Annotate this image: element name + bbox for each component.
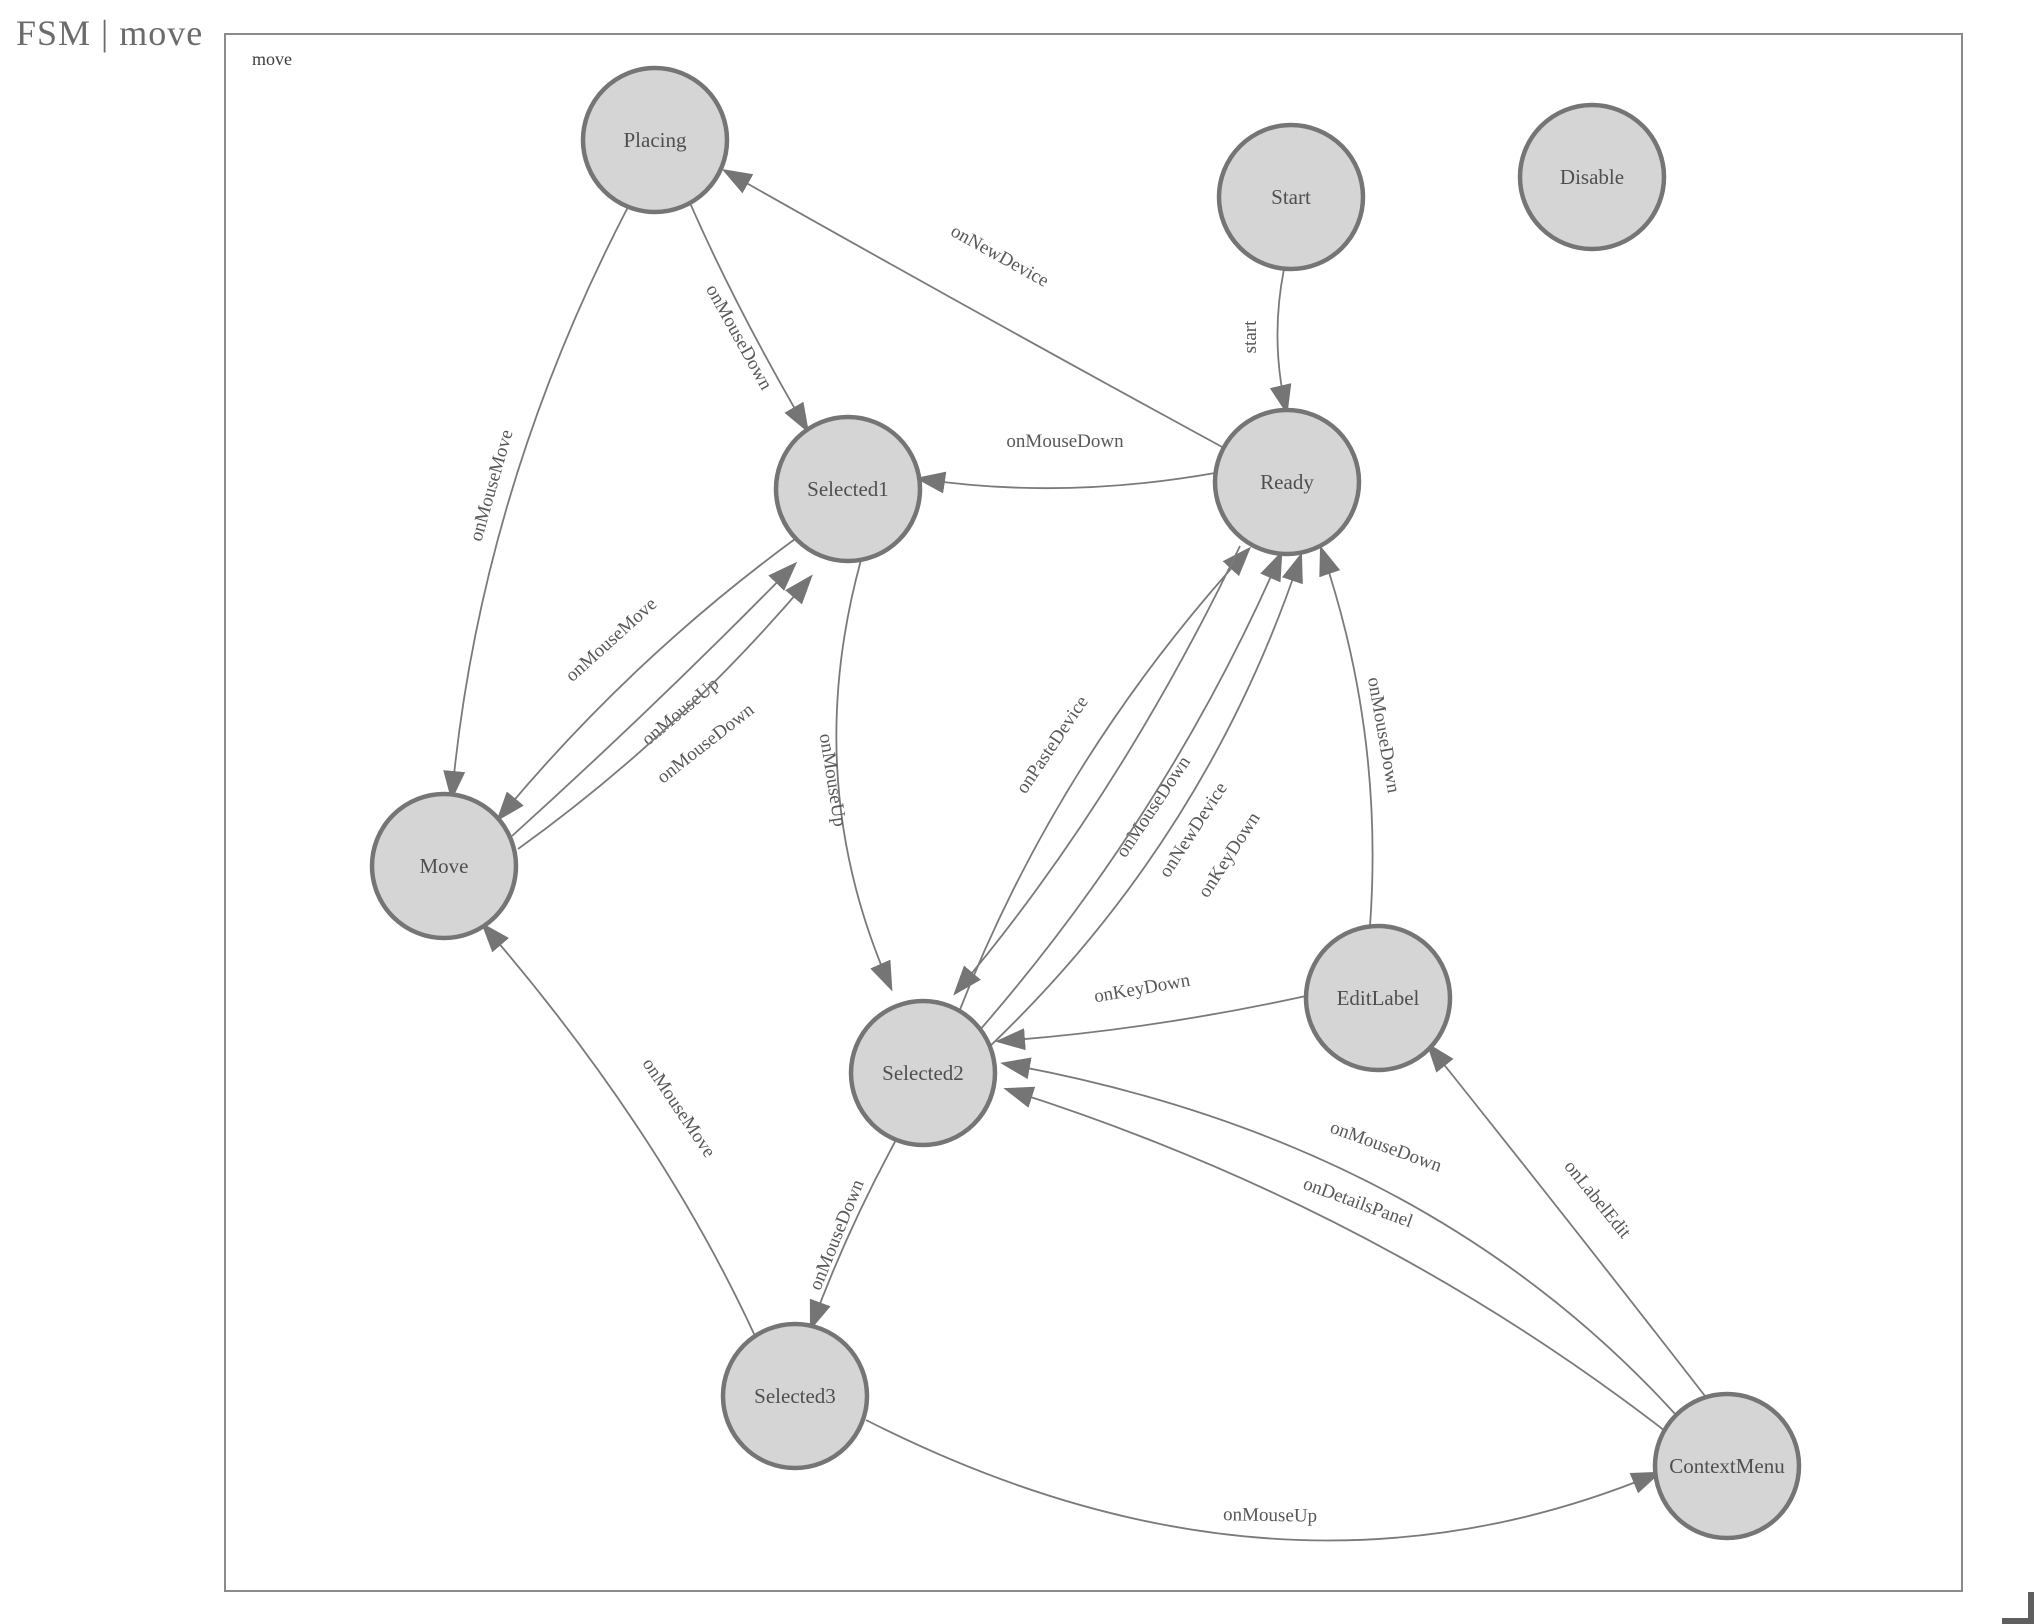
state-node-move[interactable] [369,791,519,941]
edge-ready-placing [721,169,1225,449]
edge-placing-selected1 [689,202,810,434]
state-node-placing[interactable] [580,65,730,215]
state-label-selected3: Selected3 [754,1384,836,1408]
edge-editLabel-selected2 [995,995,1307,1051]
edge-label-onMouseUp: onMouseUp [1223,1504,1317,1527]
canvas-mode-label: move [252,49,292,69]
edge-label-onMouseDown: onMouseDown [701,281,776,394]
state-node-disable[interactable] [1517,102,1667,252]
edge-start-ready [1269,268,1292,415]
edge-label-onMouseDown: onMouseDown [1327,1117,1445,1177]
state-node-start[interactable] [1216,122,1366,272]
state-node-ready[interactable] [1212,407,1362,557]
page-title: FSM | move [16,13,204,53]
edge-label-onNewDevice: onNewDevice [947,221,1052,292]
edge-label-onMouseDown: onMouseDown [1006,431,1124,452]
edge-label-onMouseMove: onMouseMove [466,427,518,543]
state-label-editLabel: EditLabel [1337,986,1420,1010]
edge-selected1-move [496,538,796,822]
edge-selected2-ready [978,550,1283,1032]
edge-contextMenu-selected2 [1000,1057,1677,1416]
edge-move-selected1 [511,561,798,837]
edge-contextMenu-selected2 [1003,1086,1666,1432]
state-node-selected1[interactable] [773,414,923,564]
edge-label-start: start [1240,320,1261,353]
edge-label-onMouseUp: onMouseUp [815,732,850,828]
edge-selected3-contextMenu [865,1419,1662,1542]
edge-ready-selected2 [953,545,1241,996]
state-node-selected3[interactable] [720,1321,870,1471]
edge-selected2-selected3 [809,1139,897,1331]
state-node-editLabel[interactable] [1303,923,1453,1073]
edge-label-onMouseDown: onMouseDown [805,1176,869,1293]
edge-selected2-ready [958,546,1252,1013]
state-node-selected2[interactable] [848,998,998,1148]
state-label-selected2: Selected2 [882,1061,964,1085]
edge-contextMenu-editLabel [1426,1042,1706,1397]
state-label-move: Move [420,854,469,878]
state-label-start: Start [1271,185,1311,209]
state-node-contextMenu[interactable] [1652,1391,1802,1541]
state-label-contextMenu: ContextMenu [1669,1454,1785,1478]
edge-label-onMouseMove: onMouseMove [562,594,662,687]
edge-label-onLabelEdit: onLabelEdit [1560,1156,1636,1243]
edge-editLabel-ready [1319,545,1374,927]
edge-label-onDetailsPanel: onDetailsPanel [1300,1173,1415,1232]
edge-label-onKeyDown: onKeyDown [1092,970,1192,1008]
state-label-placing: Placing [624,128,687,152]
edge-selected2-ready [986,552,1303,1050]
state-label-selected1: Selected1 [807,477,889,501]
edge-selected3-move [481,922,756,1337]
state-label-ready: Ready [1260,470,1314,494]
edge-placing-move [443,206,629,801]
edge-selected1-selected2 [835,559,893,992]
edge-ready-selected1 [915,471,1216,494]
state-label-disable: Disable [1560,165,1624,189]
edge-label-onPasteDevice: onPasteDevice [1012,692,1093,797]
edge-move-selected1 [517,574,813,850]
page-corner-mark [2002,1592,2034,1624]
